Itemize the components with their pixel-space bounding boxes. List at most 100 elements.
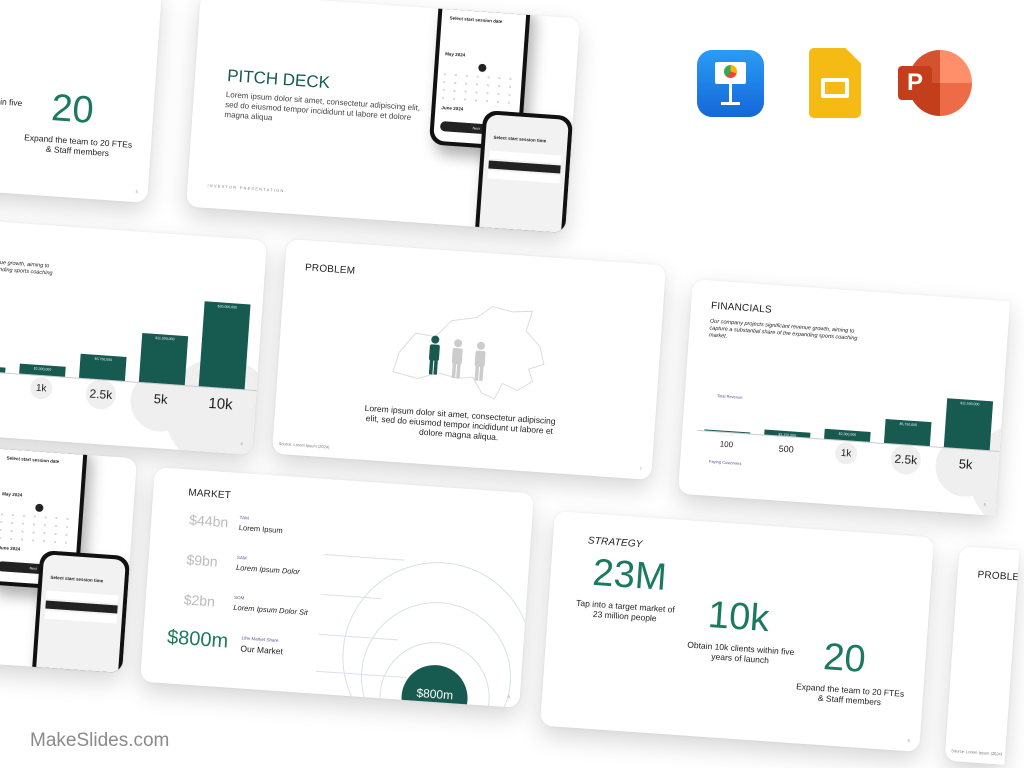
slide-body: Lorem ipsum dolor sit amet, consectetur …: [224, 90, 421, 123]
revenue-bar: $1,150,000: [0, 364, 6, 373]
calendar-month: May 2024: [445, 51, 466, 58]
slide-card[interactable]: PITCH DECK Lorem ipsum dolor sit amet, c…: [0, 432, 138, 673]
bar-value-label: $2,300,000: [33, 366, 52, 373]
market-name: Lorem Ipsum Dolor: [235, 562, 301, 577]
slide-title: PROBLEM: [977, 569, 1020, 584]
market-value: $44bn: [188, 511, 229, 531]
stat-text: Obtain 10k clients within five years of …: [0, 91, 23, 109]
slide-title: PITCH DECK: [226, 66, 331, 93]
calendar-grid: [0, 513, 77, 545]
slide-title: MARKET: [187, 487, 232, 502]
revenue-bar: $20,000,000: [198, 301, 251, 390]
slide-card[interactable]: FINANCIALS Our company projects signific…: [677, 279, 1011, 516]
bar-value-label: $11,500,000: [155, 336, 175, 342]
watermark: MakeSlides.com: [30, 730, 170, 751]
keynote-icon: [697, 50, 764, 117]
market-value: $9bn: [186, 551, 219, 570]
revenue-bar: $11,500,000: [943, 398, 994, 451]
page-number: 9: [983, 502, 987, 508]
bar-value-label: $2,300,000: [838, 431, 857, 438]
calendar-grid: [442, 73, 520, 105]
revenue-bars: [0, 214, 267, 241]
market-tag: 10% Market Share: [241, 635, 279, 644]
phone-heading: Select start session time: [50, 574, 104, 584]
customers-label: Paying Customers: [708, 458, 742, 467]
revenue-bar: $5,750,000: [79, 353, 127, 381]
person-icon: [451, 339, 463, 379]
stat-text: Expand the team to 20 FTEs & Staff membe…: [795, 681, 905, 708]
bar-value-label: $1,150,000: [778, 432, 797, 438]
source-note: Source: Lorem Ipsum (2024): [278, 440, 330, 450]
category-label: 2.5k: [894, 451, 918, 468]
phone-heading: Select start session time: [493, 134, 547, 144]
page-number: 8: [507, 694, 510, 700]
google-slides-icon: [809, 48, 861, 118]
selected-date[interactable]: [35, 503, 44, 513]
person-icon-highlighted: [428, 335, 440, 375]
slide-card[interactable]: PROBLEM Lorem ipsum dolor sit amet, cons…: [271, 239, 667, 480]
pitch-deck-slide[interactable]: PITCH DECK Lorem ipsum dolor sit amet, c…: [185, 0, 581, 233]
bar-value-label: $20,000,000: [217, 304, 238, 310]
category-label: 1k: [35, 382, 47, 395]
revenue-label: Total Revenue: [716, 393, 743, 400]
selected-date[interactable]: [478, 63, 487, 73]
page-number: 9: [240, 441, 243, 447]
bar-value-label: $5,750,000: [94, 356, 113, 362]
problem-slide[interactable]: PROBLEM Lorem ipsum dolor sit amet, cons…: [271, 239, 667, 480]
market-value: $2bn: [183, 591, 216, 610]
revenue-bar: $230,000: [704, 428, 751, 437]
bar-value-label: $11,500,000: [960, 401, 980, 407]
page-number: 6: [907, 738, 910, 744]
market-tag: SAM: [236, 554, 247, 561]
category-label: 2.5k: [89, 386, 113, 403]
problem-slide[interactable]: PROBLEM Lorem ipsum dolor sit amet, cons…: [944, 546, 1020, 765]
market-tag: TAM: [239, 515, 249, 521]
category-label: 500: [0, 377, 12, 391]
market-name: Our Market: [240, 643, 284, 657]
page-number: 7: [992, 751, 996, 757]
slide-card[interactable]: PITCH DECK Lorem ipsum dolor sit amet, c…: [185, 0, 581, 233]
slide-card[interactable]: STRATEGY 23M Tap into a target market of…: [0, 0, 163, 203]
revenue-bars: [693, 279, 1010, 301]
slide-card[interactable]: FINANCIALS Our company projects signific…: [0, 214, 268, 455]
financials-slide[interactable]: FINANCIALS Our company projects signific…: [677, 279, 1011, 516]
slide-card[interactable]: STRATEGY 23M Tap into a target market of…: [539, 511, 935, 752]
slide-title: STRATEGY: [587, 535, 643, 551]
market-value-highlight: $800m: [166, 626, 229, 653]
person-icon: [474, 341, 486, 381]
stat-text: Obtain 10k clients within five years of …: [686, 639, 795, 666]
revenue-bar: $11,500,000: [138, 333, 189, 386]
slide-title: FINANCIALS: [710, 300, 773, 316]
strategy-slide[interactable]: STRATEGY 23M Tap into a target market of…: [0, 0, 163, 203]
market-slide[interactable]: MARKET $800m $44bn TAM Lorem Ipsum $9bn …: [139, 467, 535, 708]
strategy-slide[interactable]: STRATEGY 23M Tap into a target market of…: [539, 511, 935, 752]
category-label: 500: [778, 443, 795, 455]
bar-value-label: $20,000,000: [1009, 368, 1010, 375]
financials-slide[interactable]: FINANCIALS Our company projects signific…: [0, 214, 268, 455]
stat-value: 20: [49, 87, 96, 132]
slide-card[interactable]: MARKET $800m $44bn TAM Lorem Ipsum $9bn …: [139, 467, 535, 708]
category-label: 100: [719, 439, 734, 450]
connector-line: [324, 554, 405, 561]
bar-value-label: $1,150,000: [0, 366, 5, 373]
stat-text: Tap into a target market of 23 million p…: [575, 597, 676, 624]
calendar-month: May 2024: [2, 491, 23, 498]
powerpoint-icon: P: [898, 50, 972, 118]
slide-footer: INVESTOR PRESENTATION: [207, 182, 285, 194]
map-outline: [392, 305, 545, 400]
slide-card[interactable]: PROBLEM Lorem ipsum dolor sit amet, cons…: [944, 546, 1020, 765]
market-name: Lorem Ipsum Dolor Sit: [233, 602, 309, 618]
bar-value-label: $230,000: [719, 431, 735, 437]
phone-heading: Select start session date: [6, 455, 60, 465]
pitch-deck-slide[interactable]: PITCH DECK Lorem ipsum dolor sit amet, c…: [0, 432, 138, 673]
bar-value-label: $5,750,000: [899, 421, 918, 427]
market-tag: SOM: [233, 594, 245, 601]
market-name: Lorem Ipsum: [238, 523, 283, 536]
slide-body: Our company projects significant revenue…: [0, 253, 53, 277]
phone-heading: Select start session date: [449, 15, 503, 25]
revenue-bar: $5,750,000: [883, 418, 932, 447]
revenue-bar: $1,150,000: [764, 429, 811, 438]
phone-mockup-time: Select start session time: [472, 109, 574, 233]
calendar-month: June 2024: [0, 545, 21, 552]
category-label: 1k: [840, 447, 852, 460]
